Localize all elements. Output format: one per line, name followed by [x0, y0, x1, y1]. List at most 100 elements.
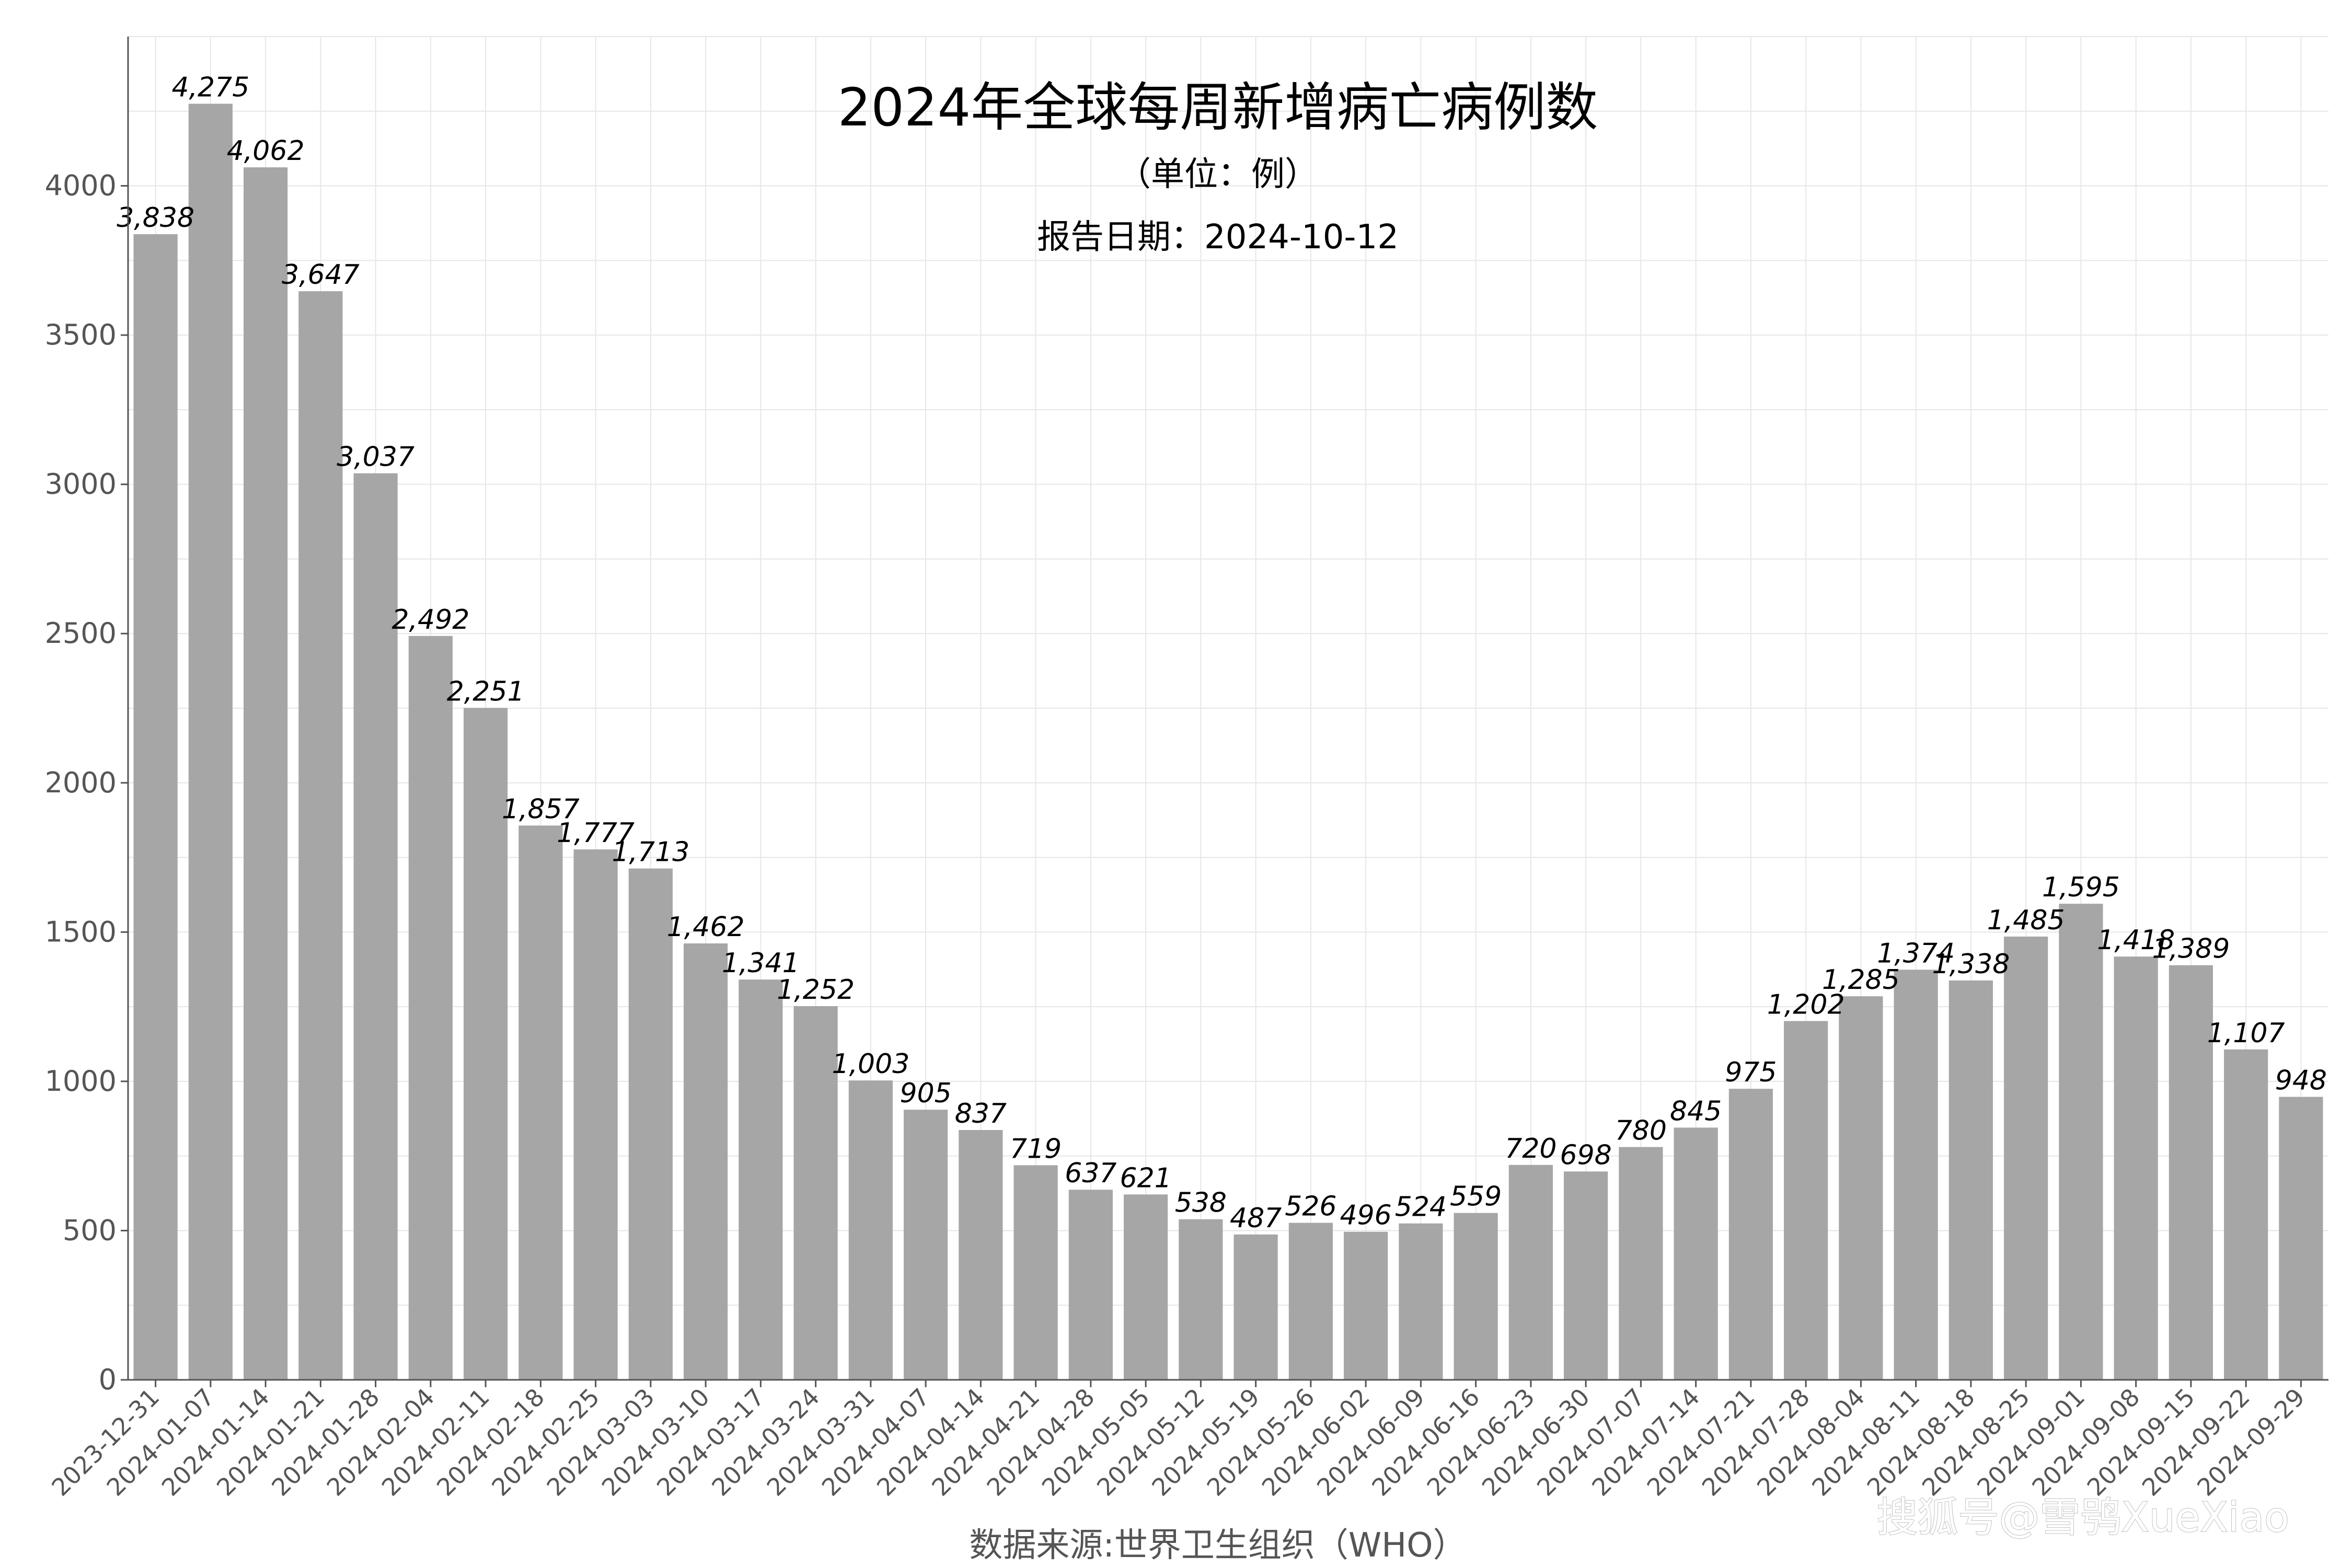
- value-label-2024-03-10: 1,462: [667, 912, 745, 943]
- y-tick-1500: 1500: [45, 915, 117, 948]
- bar-2024-05-12: [1179, 1219, 1223, 1380]
- y-tick-3500: 3500: [45, 318, 117, 351]
- value-label-2024-06-30: 698: [1560, 1139, 1611, 1171]
- value-label-2024-05-12: 538: [1175, 1187, 1227, 1219]
- bar-2024-07-21: [1728, 1089, 1773, 1380]
- bar-2024-09-22: [2224, 1049, 2268, 1380]
- bar-2024-01-07: [188, 103, 233, 1380]
- bar-2024-05-05: [1124, 1194, 1168, 1380]
- bar-2024-04-21: [1013, 1165, 1058, 1380]
- value-label-2024-02-18: 1,857: [502, 793, 580, 825]
- value-label-2024-09-15: 1,389: [2152, 933, 2230, 965]
- bar-2024-06-09: [1399, 1223, 1443, 1380]
- bar-2024-09-01: [2059, 904, 2103, 1380]
- value-label-2024-09-01: 1,595: [2042, 872, 2120, 903]
- bar-2024-09-15: [2169, 965, 2213, 1380]
- value-label-2024-05-19: 487: [1230, 1203, 1282, 1234]
- value-label-2024-02-04: 2,492: [391, 604, 469, 636]
- bar-2024-09-08: [2114, 956, 2158, 1380]
- bar-2024-02-18: [518, 825, 563, 1380]
- value-label-2024-01-14: 4,062: [227, 135, 305, 167]
- value-label-2024-03-31: 1,003: [832, 1048, 909, 1080]
- value-label-2024-06-16: 559: [1450, 1181, 1502, 1213]
- bar-2024-03-03: [628, 868, 673, 1380]
- bar-2024-05-26: [1288, 1223, 1333, 1380]
- value-label-2024-01-21: 3,647: [282, 259, 360, 291]
- value-label-2024-06-23: 720: [1505, 1133, 1557, 1165]
- bar-2024-02-04: [408, 636, 453, 1380]
- value-label-2024-07-07: 780: [1615, 1115, 1667, 1147]
- chart-title: 2024年全球每周新增病亡病例数: [838, 77, 1598, 138]
- report-date: 报告日期：2024-10-12: [1037, 218, 1399, 257]
- value-label-2024-04-07: 905: [900, 1078, 951, 1109]
- value-label-2024-04-21: 719: [1010, 1133, 1062, 1165]
- bar-2024-04-14: [959, 1129, 1003, 1380]
- bar-2024-07-28: [1784, 1021, 1828, 1380]
- y-tick-0: 0: [99, 1363, 117, 1396]
- axes: [121, 37, 2328, 1387]
- bar-2024-03-31: [848, 1080, 893, 1380]
- bar-2024-06-30: [1564, 1171, 1608, 1380]
- bar-2024-03-17: [739, 979, 783, 1380]
- value-label-2024-01-28: 3,037: [337, 442, 414, 473]
- value-label-2024-03-03: 1,713: [612, 837, 689, 868]
- y-tick-3000: 3000: [45, 468, 117, 501]
- watermark: 搜狐号@雪鸮XueXiao: [1877, 1494, 2289, 1541]
- value-label-2024-08-25: 1,485: [1987, 905, 2065, 936]
- value-label-2024-05-26: 526: [1285, 1191, 1336, 1223]
- value-label-2024-08-04: 1,285: [1822, 964, 1900, 996]
- value-label-2024-07-14: 845: [1670, 1096, 1722, 1127]
- value-label-2023-12-31: 3,838: [117, 202, 194, 234]
- value-label-2024-04-14: 837: [955, 1098, 1007, 1129]
- value-label-2024-03-17: 1,341: [722, 948, 800, 979]
- value-label-2024-05-05: 621: [1120, 1162, 1171, 1194]
- bar-2024-01-21: [298, 291, 343, 1380]
- bar-2024-04-07: [904, 1110, 948, 1380]
- value-label-2024-06-09: 524: [1395, 1192, 1447, 1223]
- bar-2024-08-11: [1894, 970, 1938, 1380]
- value-label-2024-01-07: 4,275: [171, 72, 249, 103]
- bar-2024-09-29: [2279, 1097, 2323, 1380]
- bar-2024-03-24: [793, 1006, 838, 1380]
- bar-2024-04-28: [1068, 1190, 1113, 1380]
- y-tick-2500: 2500: [45, 617, 117, 650]
- bar-2024-01-28: [353, 473, 398, 1380]
- bar-2024-06-23: [1508, 1165, 1553, 1380]
- bar-2023-12-31: [133, 234, 178, 1380]
- value-label-2024-03-24: 1,252: [777, 974, 855, 1006]
- bar-2024-07-07: [1619, 1147, 1663, 1380]
- bar-2024-06-02: [1344, 1231, 1388, 1380]
- bar-2024-06-16: [1454, 1213, 1498, 1380]
- chart-subtitle: （单位：例）: [1117, 155, 1318, 194]
- bars: [133, 103, 2323, 1380]
- bar-2024-02-11: [464, 708, 508, 1380]
- bar-2024-02-25: [573, 849, 618, 1380]
- value-label-2024-04-28: 637: [1065, 1158, 1116, 1189]
- bar-2024-03-10: [684, 943, 728, 1380]
- x-axis-label: 数据来源:世界卫生组织（WHO）: [969, 1526, 1466, 1565]
- bar-2024-05-19: [1233, 1234, 1278, 1380]
- value-label-2024-09-22: 1,107: [2207, 1018, 2285, 1049]
- y-tick-labels: 0 500 1000 1500 2000 2500 3000 3500 4000: [45, 169, 117, 1396]
- value-label-2024-09-08: 1,418: [2097, 925, 2175, 956]
- y-tick-1000: 1000: [45, 1065, 117, 1098]
- bar-2024-08-25: [2004, 936, 2048, 1380]
- value-label-2024-08-18: 1,338: [1932, 949, 2010, 980]
- x-tick-labels: 2023-12-312024-01-072024-01-142024-01-21…: [46, 1383, 2310, 1502]
- value-labels: 3,838 4,275 4,062 3,647 3,037 2,492 2,251 1,857…: [117, 72, 2327, 1234]
- bar-2024-08-18: [1949, 980, 1993, 1380]
- value-label-2024-06-02: 496: [1340, 1200, 1391, 1231]
- bar-2024-08-04: [1839, 996, 1883, 1380]
- value-label-2024-07-28: 1,202: [1767, 989, 1845, 1021]
- value-label-2024-09-29: 948: [2275, 1065, 2327, 1097]
- value-label-2024-02-25: 1,777: [557, 817, 635, 849]
- y-tick-500: 500: [63, 1214, 117, 1247]
- y-tick-4000: 4000: [45, 169, 117, 202]
- value-label-2024-07-21: 975: [1725, 1057, 1777, 1088]
- value-label-2024-08-11: 1,374: [1877, 938, 1955, 969]
- bar-2024-07-14: [1674, 1127, 1718, 1380]
- y-tick-2000: 2000: [45, 766, 117, 799]
- value-label-2024-02-11: 2,251: [447, 676, 525, 707]
- bar-2024-01-14: [244, 167, 288, 1380]
